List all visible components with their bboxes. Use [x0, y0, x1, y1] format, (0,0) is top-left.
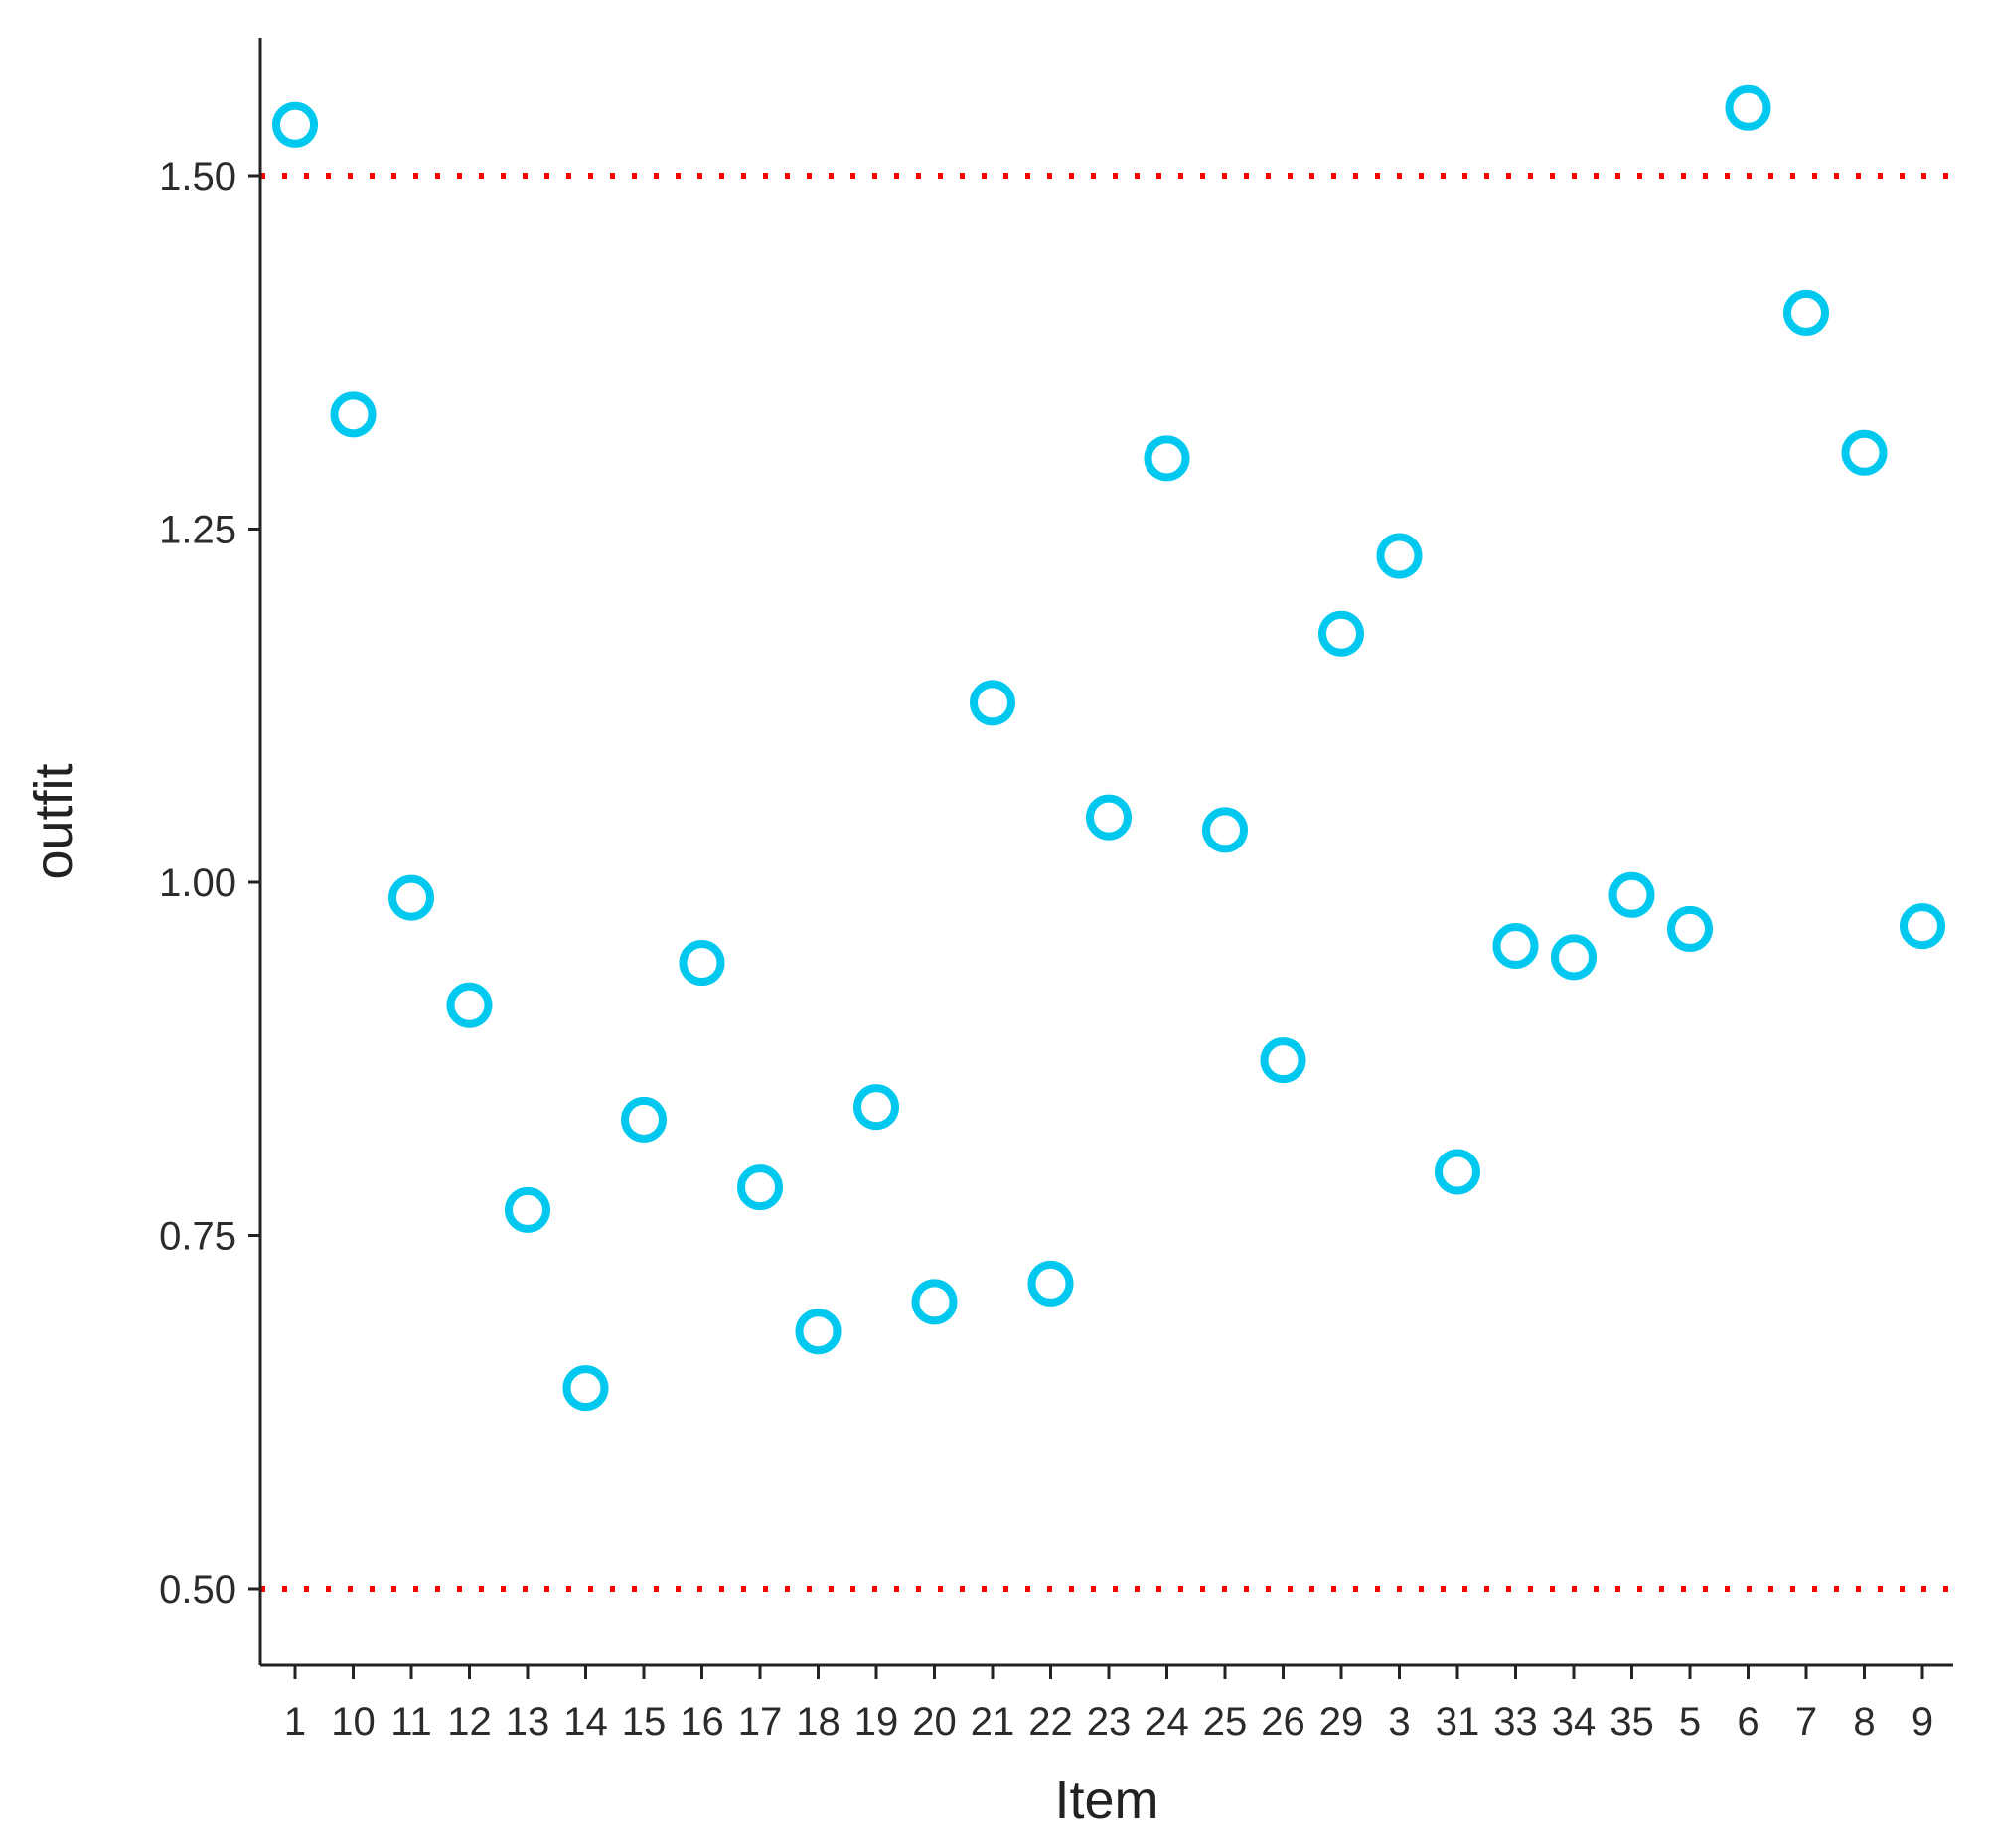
x-axis-ticks: 1 10 11 12 13 14 15 16 17 18 19 20 21 22 23 24 25 26 29 3 31…: [284, 1665, 1933, 1744]
x-tick-label: 12: [447, 1700, 492, 1744]
x-tick-label: 1: [284, 1700, 306, 1744]
x-tick-label: 33: [1493, 1700, 1538, 1744]
x-tick-label: 6: [1737, 1700, 1759, 1744]
reference-lines: [260, 173, 1953, 1592]
x-tick-label: 14: [563, 1700, 608, 1744]
x-tick-label: 18: [796, 1700, 841, 1744]
y-tick-label: 1.25: [159, 509, 236, 552]
x-tick-label: 16: [680, 1700, 724, 1744]
data-point: [1492, 922, 1539, 969]
data-point: [272, 101, 318, 148]
data-point: [679, 940, 725, 987]
x-tick-label: 8: [1853, 1700, 1875, 1744]
x-tick-label: 10: [331, 1700, 376, 1744]
data-point: [330, 391, 377, 438]
y-tick-label: 1.50: [159, 155, 236, 199]
x-tick-label: 35: [1609, 1700, 1654, 1744]
data-point: [1202, 807, 1248, 853]
y-axis-title: outfit: [24, 763, 83, 879]
x-tick-label: 17: [738, 1700, 783, 1744]
x-tick-label: 34: [1552, 1700, 1597, 1744]
x-tick-label: 7: [1795, 1700, 1817, 1744]
data-point: [562, 1365, 609, 1412]
x-tick-label: 21: [971, 1700, 1015, 1744]
x-tick-label: 9: [1912, 1700, 1933, 1744]
y-tick-label: 0.75: [159, 1215, 236, 1259]
data-point: [795, 1309, 842, 1355]
data-point: [621, 1096, 667, 1143]
y-tick-label: 1.00: [159, 861, 236, 905]
data-point: [1144, 435, 1190, 482]
data-point: [1900, 903, 1945, 950]
data-point: [1027, 1260, 1074, 1307]
x-tick-label: 15: [622, 1700, 667, 1744]
x-tick-label: 22: [1028, 1700, 1073, 1744]
x-tick-label: 19: [854, 1700, 899, 1744]
data-point: [1318, 610, 1364, 657]
x-axis-title: Item: [1054, 1771, 1158, 1830]
x-tick-label: 25: [1203, 1700, 1248, 1744]
x-tick-label: 5: [1679, 1700, 1701, 1744]
y-tick-label: 0.50: [159, 1568, 236, 1612]
x-tick-label: 20: [912, 1700, 957, 1744]
y-axis-ticks: 0.50 0.75 1.00 1.25 1.50: [159, 155, 260, 1612]
data-point: [1086, 794, 1132, 841]
data-point: [737, 1164, 783, 1211]
data-point: [446, 982, 493, 1028]
x-tick-label: 3: [1388, 1700, 1410, 1744]
data-point: [1260, 1037, 1306, 1084]
axes: [258, 38, 1953, 1667]
data-point: [853, 1084, 899, 1131]
data-point: [1841, 429, 1888, 476]
x-tick-label: 11: [390, 1700, 432, 1744]
data-point: [388, 874, 434, 921]
data-point: [970, 680, 1015, 726]
data-point: [505, 1186, 550, 1233]
data-point: [1551, 934, 1597, 981]
x-tick-label: 31: [1436, 1700, 1480, 1744]
data-points: [272, 84, 1945, 1412]
x-tick-label: 13: [506, 1700, 550, 1744]
data-point: [1435, 1149, 1480, 1195]
data-point: [1725, 84, 1771, 131]
data-point: [1667, 905, 1713, 952]
x-tick-label: 29: [1319, 1700, 1364, 1744]
x-tick-label: 23: [1087, 1700, 1132, 1744]
data-point: [911, 1279, 958, 1325]
data-point: [1608, 871, 1655, 918]
x-tick-label: 26: [1261, 1700, 1305, 1744]
x-tick-label: 24: [1145, 1700, 1189, 1744]
data-point: [1376, 533, 1423, 579]
data-point: [1783, 289, 1829, 336]
